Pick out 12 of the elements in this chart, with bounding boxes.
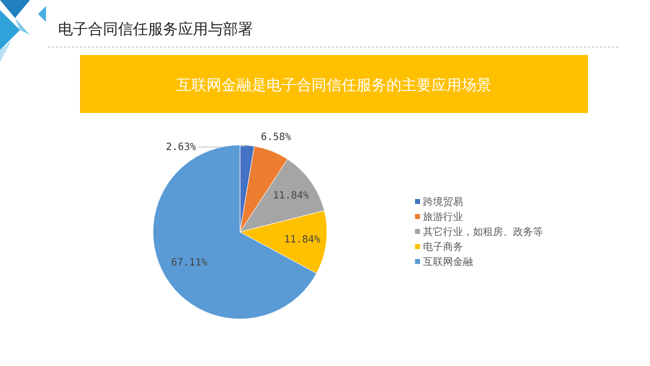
- data-label: 6.58%: [260, 132, 292, 143]
- legend-label: 其它行业，如租房、政务等: [423, 226, 543, 238]
- legend-label: 互联网金融: [423, 256, 473, 268]
- chart-subtitle: 互联网金融是电子合同信任服务的主要应用场景: [176, 77, 492, 94]
- data-label: 11.84%: [284, 234, 320, 246]
- chart-title: 电子合同信任服务应用与部署: [58, 21, 253, 38]
- data-label: 2.63%: [166, 142, 196, 153]
- legend-label: 旅游行业: [423, 211, 463, 223]
- data-label: 67.11%: [171, 257, 208, 268]
- legend-label: 跨境贸易: [423, 196, 463, 208]
- data-label: 11.84%: [272, 190, 310, 202]
- legend-label: 电子商务: [423, 241, 463, 253]
